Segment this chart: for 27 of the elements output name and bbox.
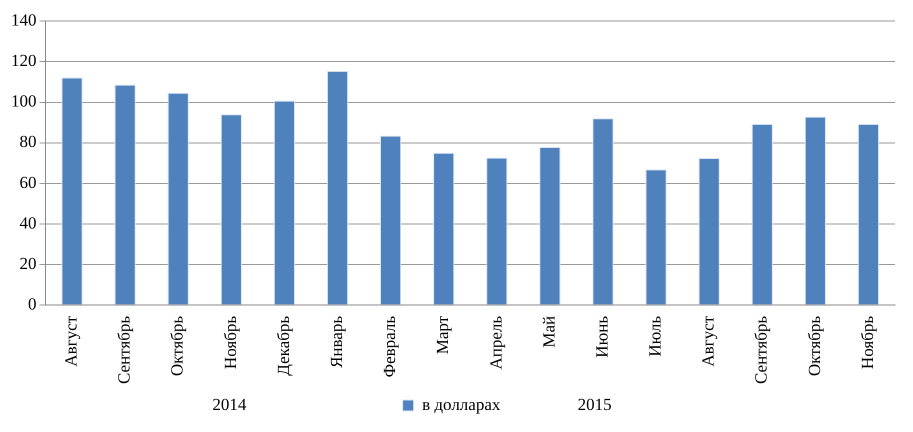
x-tick-label: Июнь [592, 316, 612, 358]
y-tick-label: 20 [20, 254, 36, 273]
x-tick-label: Октябрь [168, 316, 187, 376]
y-tick-label: 40 [20, 213, 36, 232]
y-tick-label: 0 [28, 294, 36, 314]
y-tick-label: 140 [11, 10, 36, 30]
legend-label: в долларах [422, 394, 501, 414]
x-tick-label: Август [698, 315, 718, 367]
x-tick-label: Сентябрь [114, 316, 134, 384]
y-tick-label: 120 [11, 51, 36, 70]
y-tick-label: 100 [11, 92, 36, 111]
x-tick-label: Март [433, 315, 452, 354]
x-tick-label: Октябрь [804, 316, 824, 376]
x-tick-label: Ноябрь [858, 316, 877, 370]
x-tick-label: Ноябрь [220, 316, 240, 370]
x-tick-label: Сентябрь [752, 316, 771, 384]
text: 2014 [212, 394, 247, 414]
x-tick-label: Февраль [380, 316, 400, 378]
text: 2015 [578, 394, 612, 414]
y-tick-label: 80 [20, 132, 36, 152]
y-tick-label: 60 [20, 172, 36, 192]
x-tick-label: Декабрь [274, 316, 293, 376]
x-tick-label: Август [62, 315, 81, 367]
x-tick-label: Июль [646, 316, 665, 357]
x-tick-label: Май [539, 316, 558, 348]
x-tick-label: Январь [326, 316, 346, 368]
x-tick-label: Апрель [486, 316, 506, 370]
